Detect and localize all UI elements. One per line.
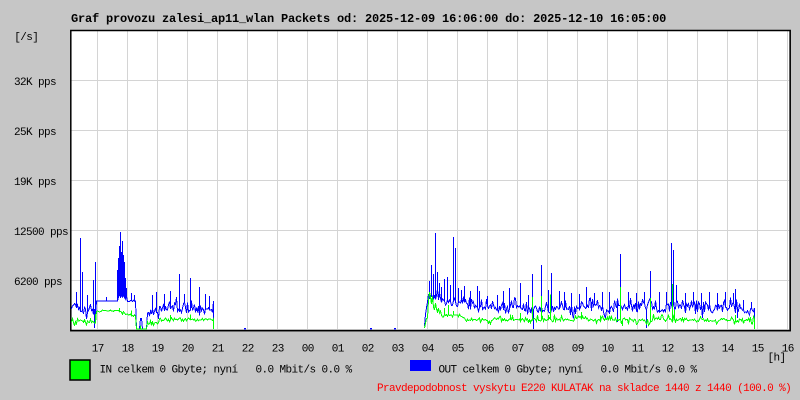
svg-text:02: 02: [362, 343, 374, 355]
svg-text:11: 11: [632, 343, 645, 355]
svg-text:06: 06: [482, 343, 494, 355]
svg-text:25K pps: 25K pps: [14, 127, 56, 139]
svg-text:01: 01: [332, 343, 345, 355]
svg-text:21: 21: [212, 343, 225, 355]
svg-text:Graf provozu zalesi_ap11_wlan: Graf provozu zalesi_ap11_wlan Packets od…: [71, 12, 666, 26]
svg-text:20: 20: [182, 343, 194, 355]
svg-text:09: 09: [572, 343, 584, 355]
svg-text:12500 pps: 12500 pps: [14, 227, 68, 239]
svg-text:32K pps: 32K pps: [14, 77, 56, 89]
svg-text:07: 07: [512, 343, 524, 355]
svg-text:00: 00: [302, 343, 314, 355]
svg-text:22: 22: [242, 343, 254, 355]
svg-text:15: 15: [752, 343, 764, 355]
svg-text:18: 18: [122, 343, 134, 355]
svg-text:16: 16: [782, 343, 794, 355]
svg-text:IN celkem 0 Gbyte; nyní 0.0: IN celkem 0 Gbyte; nyní 0.0 Mbit/s 0.0 %: [100, 364, 353, 376]
svg-text:14: 14: [722, 343, 735, 355]
svg-text:17: 17: [92, 343, 104, 355]
svg-text:03: 03: [392, 343, 404, 355]
svg-text:Pravdepodobnost vyskytu E220 K: Pravdepodobnost vyskytu E220 KULATAK na …: [377, 383, 791, 395]
svg-text:19K pps: 19K pps: [14, 177, 56, 189]
svg-text:04: 04: [422, 343, 435, 355]
svg-text:OUT celkem 0 Gbyte; nyní 0.0: OUT celkem 0 Gbyte; nyní 0.0 Mbit/s 0.0 …: [439, 364, 698, 376]
svg-text:[/s]: [/s]: [14, 32, 38, 44]
svg-text:23: 23: [272, 343, 284, 355]
svg-text:05: 05: [452, 343, 464, 355]
svg-text:[h]: [h]: [768, 353, 786, 365]
svg-text:08: 08: [542, 343, 554, 355]
svg-text:12: 12: [662, 343, 674, 355]
svg-text:10: 10: [602, 343, 614, 355]
svg-text:19: 19: [152, 343, 164, 355]
svg-text:13: 13: [692, 343, 704, 355]
svg-text:6200 pps: 6200 pps: [14, 277, 62, 289]
